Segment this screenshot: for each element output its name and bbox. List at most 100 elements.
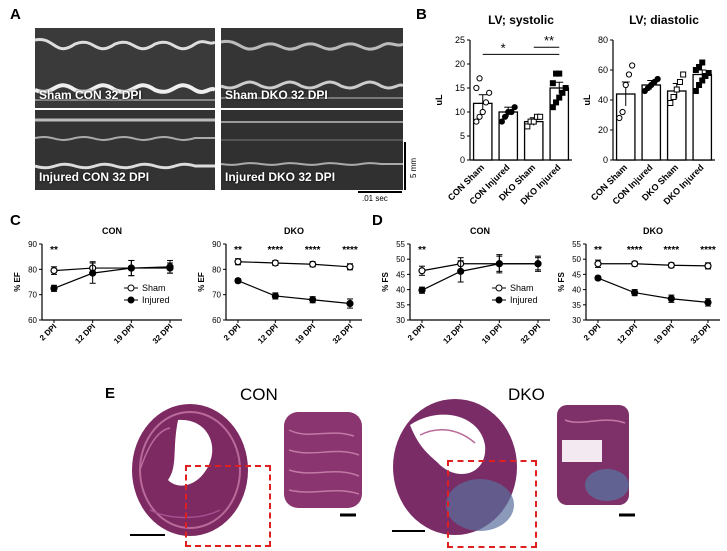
significance-marker: *	[501, 40, 506, 55]
y-tick-label: 20	[598, 125, 608, 135]
data-point	[667, 100, 674, 106]
y-axis-label: uL	[582, 94, 592, 105]
histology-label-dko: DKO	[508, 385, 545, 404]
significance-marker: **	[234, 245, 242, 256]
data-point	[418, 286, 426, 294]
y-axis-label: % FS	[381, 272, 390, 292]
echo-image: Injured DKO 32 DPI	[221, 110, 403, 190]
data-point	[476, 75, 483, 82]
y-tick-label: 60	[28, 316, 37, 325]
chart-c-con-ef: CON 60 70 80 90 % EF 2 DPI 12 DPI 19 DPI 32 DPI **…	[13, 226, 182, 346]
x-tick-label: 12 DPI	[441, 322, 465, 346]
x-tick-label: 19 DPI	[293, 322, 317, 346]
significance-marker: ****	[664, 245, 680, 256]
series-line	[421, 263, 538, 291]
heart-lumen	[410, 414, 486, 475]
x-tick-label: 32 DPI	[151, 322, 175, 346]
y-tick-label: 60	[598, 65, 608, 75]
data-point	[271, 292, 279, 300]
legend-label: Injured	[510, 295, 538, 305]
significance-marker: ****	[627, 245, 643, 256]
data-point	[553, 99, 560, 106]
x-tick-label: 19 DPI	[112, 322, 136, 346]
significance-marker: **	[594, 245, 602, 256]
scale-label-mm: 5 mm	[409, 148, 419, 182]
data-point	[699, 59, 706, 66]
data-point	[511, 104, 518, 111]
data-point	[89, 269, 97, 277]
y-axis-label: uL	[434, 94, 444, 105]
y-tick-label: 90	[28, 240, 37, 249]
data-point	[704, 262, 712, 270]
data-point	[498, 118, 505, 125]
significance-marker: ****	[305, 245, 321, 256]
y-tick-label: 70	[212, 291, 221, 300]
x-tick-label: 32 DPI	[519, 322, 543, 346]
histology-con-section	[130, 404, 248, 536]
chart-title: LV; diastolic	[629, 13, 699, 27]
data-point	[696, 82, 703, 88]
y-tick-label: 10	[455, 107, 465, 117]
y-tick-label: 40	[572, 286, 581, 295]
significance-marker: **	[544, 33, 554, 48]
series-line	[598, 263, 709, 267]
data-point	[594, 274, 602, 282]
scale-bar-horizontal	[358, 191, 402, 193]
significance-marker: ****	[342, 245, 358, 256]
data-point	[631, 260, 639, 268]
y-tick-label: 55	[396, 240, 405, 249]
data-point	[699, 77, 706, 84]
data-point	[696, 64, 703, 70]
x-tick-label: 2 DPI	[222, 322, 243, 343]
x-tick-label: 2 DPI	[38, 322, 59, 343]
data-point	[692, 88, 699, 94]
data-point	[501, 113, 509, 120]
echo-label: Injured DKO 32 DPI	[225, 170, 336, 184]
inset-box	[447, 460, 537, 548]
echo-trace	[221, 110, 403, 190]
y-tick-label: 45	[572, 270, 581, 279]
histology-con-inset	[284, 412, 362, 517]
data-point	[629, 62, 636, 69]
chart-title: LV; systolic	[488, 13, 554, 27]
data-point	[667, 261, 675, 269]
data-point	[559, 89, 566, 96]
y-tick-label: 5	[460, 131, 465, 141]
series-line	[237, 261, 351, 268]
data-point	[625, 71, 633, 78]
data-point	[479, 108, 486, 116]
echo-trace	[35, 110, 215, 190]
echo-image: Injured CON 32 DPI	[35, 110, 215, 190]
data-point	[234, 277, 242, 285]
significance-marker: **	[50, 245, 58, 256]
chart-title: DKO	[284, 226, 304, 236]
data-point	[524, 123, 531, 130]
data-point	[271, 259, 279, 267]
echo-image: Sham DKO 32 DPI	[221, 28, 403, 108]
scale-label-sec: .01 sec	[362, 194, 388, 203]
data-point	[556, 94, 563, 101]
y-axis-label: % FS	[557, 272, 566, 292]
data-point	[234, 258, 242, 266]
fibrotic-area	[446, 479, 514, 531]
data-point	[508, 108, 515, 116]
data-point	[482, 99, 490, 106]
y-tick-label: 0	[603, 155, 608, 165]
data-point	[619, 108, 626, 116]
echo-trace	[35, 28, 215, 108]
data-point	[549, 104, 556, 111]
y-tick-label: 80	[212, 265, 221, 274]
data-point	[473, 84, 480, 92]
data-point	[670, 94, 677, 100]
y-tick-label: 40	[396, 286, 405, 295]
panel-letter-b: B	[416, 6, 427, 23]
histology-label-con: CON	[240, 385, 278, 404]
y-tick-label: 20	[455, 59, 465, 69]
echo-label: Injured CON 32 DPI	[39, 170, 150, 184]
y-tick-label: 40	[598, 95, 608, 105]
data-point	[673, 86, 680, 93]
echo-trace	[221, 28, 403, 108]
data-point	[346, 263, 354, 271]
legend-label: Injured	[142, 295, 170, 305]
data-point	[346, 299, 354, 308]
